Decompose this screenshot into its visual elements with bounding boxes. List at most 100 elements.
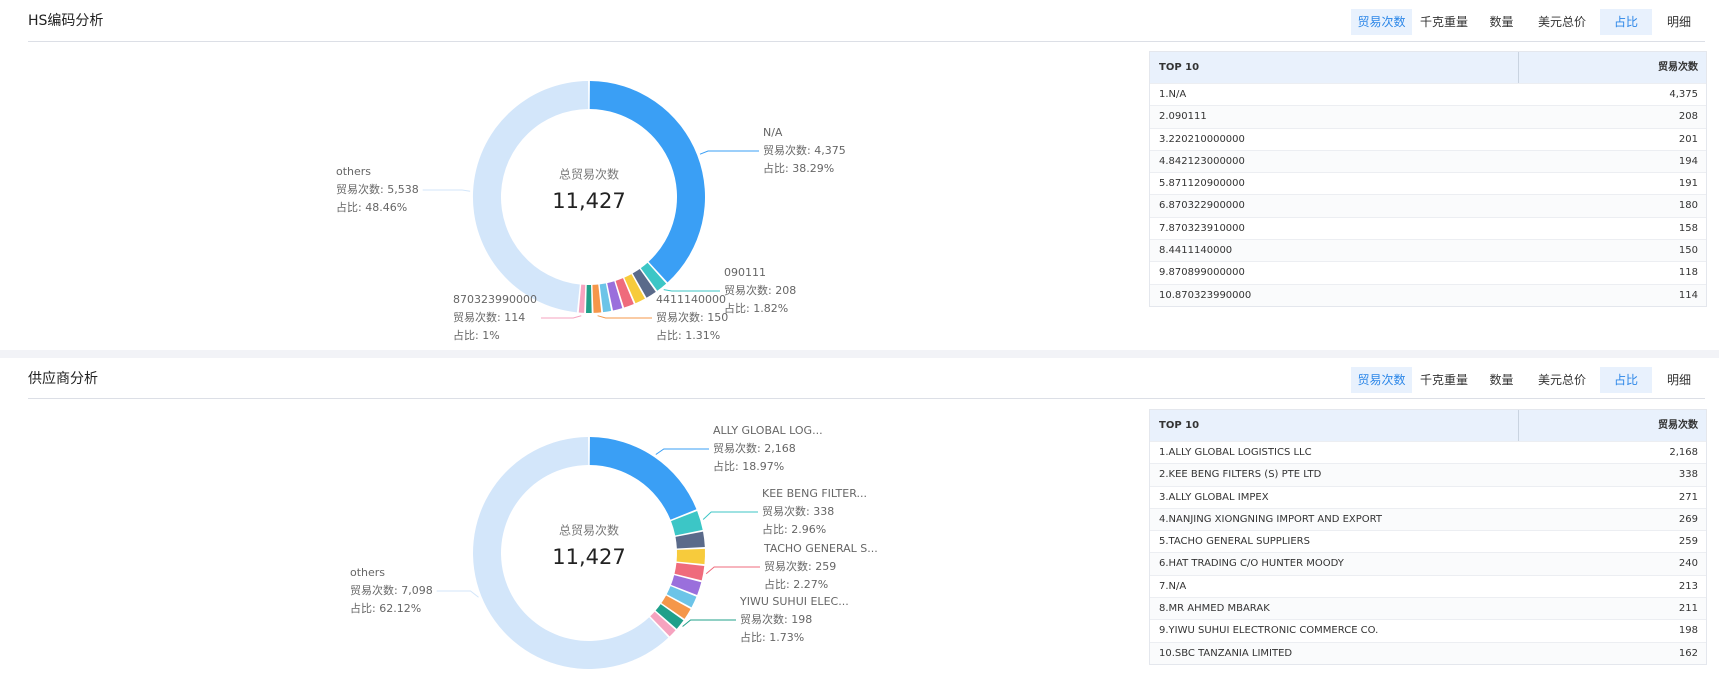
- table-header: TOP 10 贸易次数: [1150, 410, 1706, 441]
- toggle-button[interactable]: 数量: [1476, 9, 1527, 35]
- row-label: 8.MR AHMED MBARAK: [1159, 603, 1270, 615]
- table-row: 3.220210000000 201: [1150, 127, 1706, 150]
- table-row: 9.870899000000 118: [1150, 261, 1706, 283]
- table-row: 2.090111 208: [1150, 105, 1706, 128]
- row-value: 211: [1678, 603, 1698, 615]
- row-value: 240: [1678, 558, 1698, 570]
- table-row: 6.HAT TRADING C/O HUNTER MOODY 240: [1150, 552, 1706, 575]
- toggle-button[interactable]: 美元总价: [1529, 9, 1595, 35]
- donut-segment: [632, 268, 656, 298]
- toggle-button[interactable]: 数量: [1476, 367, 1527, 393]
- callout-text: KEE BENG FILTER...: [762, 487, 867, 500]
- row-value: 269: [1678, 513, 1698, 525]
- top10-table: TOP 10 贸易次数 1.ALLY GLOBAL LOGISTICS LLC 2,1…: [1149, 409, 1707, 665]
- row-label: 6.HAT TRADING C/O HUNTER MOODY: [1159, 558, 1344, 570]
- donut-segment: [671, 575, 702, 595]
- leader-line: [702, 511, 758, 520]
- row-label: 2.KEE BENG FILTERS (S) PTE LTD: [1159, 469, 1322, 481]
- row-value: 180: [1678, 200, 1698, 212]
- donut-segment: [589, 81, 706, 283]
- row-label: 10.SBC TANZANIA LIMITED: [1159, 647, 1293, 659]
- row-value: 114: [1678, 289, 1698, 301]
- panel-title: HS编码分析: [28, 13, 104, 29]
- donut-segment: [589, 437, 697, 520]
- divider: [28, 41, 1705, 42]
- row-label: 10.870323990000: [1159, 289, 1252, 301]
- donut-segment: [472, 81, 589, 313]
- donut-segment: [674, 562, 705, 581]
- row-value: 4,375: [1669, 89, 1698, 100]
- callout-text: 贸易次数: 338: [762, 504, 834, 518]
- table-row: 10.870323990000 114: [1150, 283, 1706, 306]
- toggle-button[interactable]: 明细: [1653, 367, 1705, 393]
- panel: 供应商分析 贸易次数 千克重量 数量 美元总价 占比 明细 总贸易次数 11,427 ALLY G…: [0, 358, 1719, 686]
- toggle-button[interactable]: 明细: [1653, 9, 1705, 35]
- row-label: 5.TACHO GENERAL SUPPLIERS: [1159, 536, 1310, 548]
- toggle-button[interactable]: 贸易次数: [1351, 367, 1412, 393]
- row-value: 191: [1678, 178, 1698, 190]
- callout-text: 贸易次数: 208: [724, 283, 796, 297]
- leader-line: [436, 590, 479, 598]
- table-row: 7.870323910000 158: [1150, 216, 1706, 239]
- header-cell: 贸易次数: [1658, 420, 1698, 431]
- table-row: 5.TACHO GENERAL SUPPLIERS 259: [1150, 530, 1706, 552]
- callout-text: 占比: 1.31%: [656, 328, 720, 342]
- donut-segment: [640, 262, 667, 291]
- callout-text: 占比: 2.27%: [764, 577, 828, 591]
- column-separator: [1518, 52, 1519, 83]
- header-cell: 贸易次数: [1658, 62, 1698, 73]
- donut-segment: [675, 531, 705, 549]
- toggle-button[interactable]: 千克重量: [1414, 9, 1474, 35]
- donut-segment: [676, 548, 706, 565]
- toggle-button[interactable]: 占比: [1600, 9, 1652, 35]
- callout-text: others: [350, 566, 385, 579]
- table-row: 7.N/A 213: [1150, 574, 1706, 597]
- leader-line: [699, 150, 759, 155]
- row-value: 201: [1678, 133, 1698, 145]
- leader-line: [422, 189, 471, 192]
- callout-text: 占比: 18.97%: [713, 459, 784, 473]
- toggle-button[interactable]: 美元总价: [1529, 367, 1595, 393]
- leader-line: [540, 315, 582, 319]
- column-separator: [1518, 410, 1519, 441]
- donut-segment: [624, 274, 645, 304]
- callout-text: 贸易次数: 259: [764, 559, 836, 573]
- leader-line: [663, 289, 720, 292]
- callout-text: 贸易次数: 198: [740, 612, 812, 626]
- table-row: 8.4411140000 150: [1150, 239, 1706, 262]
- donut-segment: [599, 283, 612, 313]
- toggle-button[interactable]: 千克重量: [1414, 367, 1474, 393]
- table-row: 9.YIWU SUHUI ELECTRONIC COMMERCE CO. 198: [1150, 619, 1706, 641]
- row-label: 9.870899000000: [1159, 267, 1245, 279]
- callout-text: 占比: 48.46%: [336, 200, 407, 214]
- divider: [28, 398, 1705, 399]
- callout-text: others: [336, 165, 371, 178]
- row-value: 2,168: [1669, 447, 1698, 458]
- leader-line: [682, 619, 736, 627]
- row-value: 162: [1678, 647, 1698, 659]
- donut-segment: [671, 510, 703, 536]
- callout-text: 4411140000: [656, 293, 726, 306]
- table-row: 10.SBC TANZANIA LIMITED 162: [1150, 641, 1706, 664]
- callout-text: 占比: 1.73%: [740, 630, 804, 644]
- callout-text: 贸易次数: 150: [656, 310, 728, 324]
- table-row: 5.871120900000 191: [1150, 172, 1706, 194]
- callout-text: 090111: [724, 266, 766, 279]
- donut-segment: [578, 284, 586, 313]
- callout-text: 占比: 1%: [453, 328, 500, 342]
- donut-chart: 总贸易次数 11,427 N/A 贸易次数: 4,375 占比: 38.29% 09011…: [336, 81, 846, 342]
- row-value: 208: [1678, 111, 1698, 123]
- row-value: 338: [1678, 469, 1698, 481]
- table-row: 8.MR AHMED MBARAK 211: [1150, 597, 1706, 620]
- row-value: 198: [1678, 625, 1698, 637]
- donut-segment: [586, 284, 592, 313]
- callout-text: 贸易次数: 114: [453, 310, 525, 324]
- toggle-button[interactable]: 贸易次数: [1351, 9, 1412, 35]
- callout-text: TACHO GENERAL S...: [763, 542, 878, 555]
- row-value: 213: [1678, 580, 1698, 592]
- row-label: 4.842123000000: [1159, 155, 1245, 167]
- row-label: 7.N/A: [1159, 580, 1187, 592]
- toggle-button[interactable]: 占比: [1600, 367, 1652, 393]
- row-label: 1.N/A: [1159, 89, 1187, 100]
- callout-text: 870323990000: [453, 293, 537, 306]
